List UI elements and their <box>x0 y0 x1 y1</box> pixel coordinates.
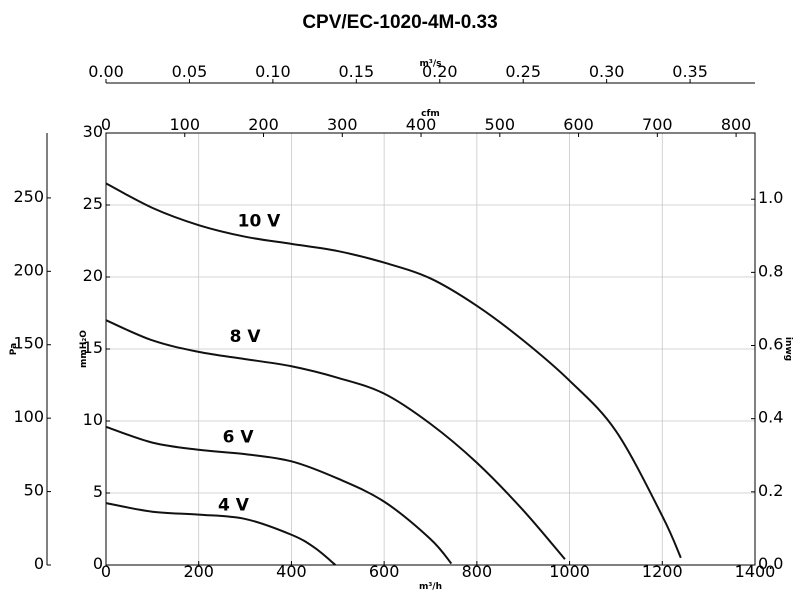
pa-tick-label: 250 <box>13 187 44 206</box>
series-line-4v <box>105 502 337 566</box>
cfm-tick-label: 600 <box>563 115 594 134</box>
cfm-tick-label: 400 <box>406 115 437 134</box>
y-tick-label: 25 <box>83 194 103 213</box>
cfm-tick-label: 700 <box>642 115 673 134</box>
x-tick-label: 400 <box>276 562 307 581</box>
x-tick-label: 1000 <box>549 562 590 581</box>
axes: 0 200 400 600 800 1000 1200 1400051015202530m³/… <box>9 59 793 592</box>
series-label-8v: 8 V <box>230 327 262 347</box>
inwg-tick-label: 0.6 <box>758 335 783 354</box>
inwg-tick-label: 1.0 <box>758 188 783 207</box>
x-axis-label: m³/h <box>419 582 442 592</box>
inwg-axis-label: inwg <box>783 337 793 361</box>
cfm-tick-label: 800 <box>721 115 752 134</box>
series-label-10v: 10 V <box>238 212 282 232</box>
inwg-tick-label: 0.4 <box>758 408 783 427</box>
cfm-axis-label: cfm <box>421 109 440 119</box>
y-tick-label: 0 <box>93 554 103 573</box>
series: 10 V 8 V 6 V 4 V <box>105 182 682 566</box>
chart-title: CPV/EC-1020-4M-0.33 <box>302 12 498 33</box>
x-tick-label: 1200 <box>642 562 683 581</box>
pa-tick-label: 150 <box>13 334 44 353</box>
m3s-tick-label: 0.00 <box>88 62 124 81</box>
inwg-tick-label: 0.8 <box>758 261 783 280</box>
m3s-axis-label: m³/s <box>420 59 442 69</box>
pa-tick-label: 0 <box>34 554 44 573</box>
series-label-6v: 6 V <box>223 428 255 448</box>
grid <box>105 132 756 566</box>
series-line-8v <box>105 319 566 560</box>
m3s-tick-label: 0.30 <box>589 62 625 81</box>
cfm-tick-label: 100 <box>169 115 200 134</box>
x-tick-label: 0 <box>101 562 111 581</box>
pa-tick-label: 200 <box>13 260 44 279</box>
y-tick-label: 10 <box>83 410 103 429</box>
y-tick-label: 20 <box>83 266 103 285</box>
pa-axis-label: Pa <box>9 343 19 355</box>
series-label-4v: 4 V <box>218 495 250 515</box>
cfm-tick-label: 300 <box>327 115 358 134</box>
y-tick-label: 15 <box>83 338 103 357</box>
m3s-tick-label: 0.05 <box>172 62 208 81</box>
m3s-tick-label: 0.15 <box>339 62 375 81</box>
inwg-tick-label: 0.0 <box>758 554 783 573</box>
series-line-6v <box>105 425 453 565</box>
x-tick-label: 800 <box>462 562 493 581</box>
pa-tick-label: 50 <box>24 481 44 500</box>
m3s-tick-label: 0.10 <box>255 62 291 81</box>
x-tick-label: 1400 <box>735 562 776 581</box>
y-axis-label: mmH₂O <box>79 330 89 368</box>
m3s-tick-label: 0.35 <box>672 62 708 81</box>
y-tick-label: 5 <box>93 482 103 501</box>
pa-tick-label: 100 <box>13 407 44 426</box>
m3s-tick-label: 0.25 <box>505 62 541 81</box>
cfm-tick-label: 0 <box>101 115 111 134</box>
y-tick-label: 30 <box>83 122 103 141</box>
x-tick-label: 200 <box>183 562 214 581</box>
cfm-tick-label: 200 <box>248 115 279 134</box>
cfm-tick-label: 500 <box>485 115 516 134</box>
m3s-tick-label: 0.20 <box>422 62 458 81</box>
x-tick-label: 600 <box>369 562 400 581</box>
series-line-10v <box>105 182 682 559</box>
inwg-tick-label: 0.2 <box>758 481 783 500</box>
